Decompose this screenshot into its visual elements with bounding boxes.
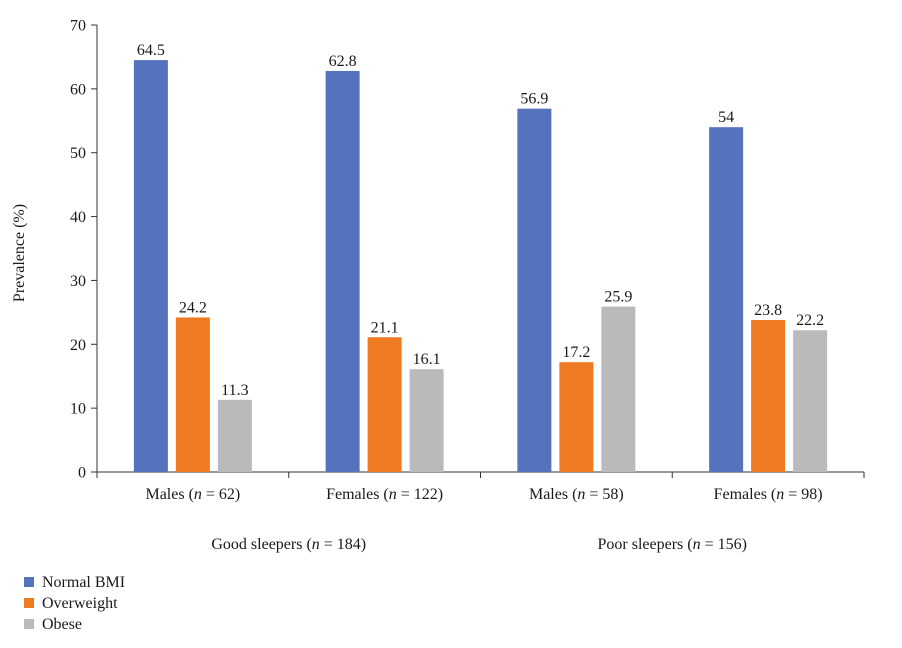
bar-overweight-2	[367, 337, 402, 472]
category-label-suffix: = 58)	[585, 486, 623, 503]
legend-label: Normal BMI	[42, 574, 125, 591]
category-label-suffix: = 62)	[202, 486, 240, 503]
group-label: Good sleepers (n = 184)	[211, 536, 366, 553]
bar-obese-4	[793, 330, 828, 472]
data-labels: 64.5 62.8 56.9 54 24.2 21.1 17.2 23.8 11.3 16.1 25…	[137, 42, 824, 399]
data-label: 24.2	[179, 299, 207, 316]
legend-label: Obese	[42, 616, 82, 633]
bar-overweight-3	[559, 362, 594, 472]
category-label-suffix: = 122)	[397, 486, 443, 503]
y-tick-label: 10	[70, 401, 86, 418]
category-label-suffix: = 98)	[784, 486, 822, 503]
group-label-suffix: = 184)	[320, 536, 366, 553]
group-label-prefix: Good sleepers (	[211, 536, 311, 553]
data-label: 56.9	[520, 91, 548, 108]
data-label: 16.1	[413, 351, 441, 368]
legend-swatch	[24, 577, 34, 587]
legend-label: Overweight	[42, 595, 118, 612]
bar-obese-1	[217, 399, 252, 472]
category-label-prefix: Males (	[529, 486, 577, 503]
bar-overweight-1	[175, 317, 210, 472]
y-tick-label: 30	[70, 273, 86, 290]
category-label-n: n	[389, 486, 397, 503]
category-label: Males (n = 58)	[529, 486, 624, 503]
legend-item: Normal BMI	[24, 574, 125, 591]
data-label: 64.5	[137, 42, 165, 59]
group-label-prefix: Poor sleepers (	[598, 536, 693, 553]
category-label-n: n	[577, 486, 585, 503]
legend-item: Overweight	[24, 595, 118, 612]
category-label: Females (n = 122)	[326, 486, 443, 503]
data-label: 54	[718, 109, 734, 126]
legend-item: Obese	[24, 616, 82, 633]
group-label-n: n	[693, 536, 701, 553]
category-label-prefix: Females (	[326, 486, 389, 503]
category-label-n: n	[776, 486, 784, 503]
x-axis	[96, 471, 865, 478]
legend-swatch	[24, 598, 34, 608]
y-tick-label: 50	[70, 145, 86, 162]
y-tick-label: 40	[70, 209, 86, 226]
group-label-suffix: = 156)	[701, 536, 747, 553]
data-label: 21.1	[371, 319, 399, 336]
group-label: Poor sleepers (n = 156)	[598, 536, 747, 553]
bar-obese-3	[601, 306, 636, 472]
y-tick-label: 0	[78, 465, 86, 482]
bar-normal-bmi-3	[517, 108, 552, 472]
data-label: 25.9	[604, 289, 632, 306]
group-label-n: n	[312, 536, 320, 553]
category-labels: Males (n = 62) Females (n = 122) Males (n …	[145, 486, 822, 503]
legend-swatch	[24, 619, 34, 629]
group-labels: Good sleepers (n = 184) Poor sleepers (n …	[211, 536, 747, 553]
y-tick-label: 60	[70, 81, 86, 98]
y-axis-title: Prevalence (%)	[11, 204, 28, 302]
bar-overweight-4	[751, 320, 786, 472]
category-label-prefix: Females (	[714, 486, 777, 503]
legend: Normal BMI Overweight Obese	[24, 574, 125, 633]
category-label: Females (n = 98)	[714, 486, 823, 503]
bars	[133, 60, 828, 473]
y-tick-label: 70	[70, 18, 86, 35]
category-label-n: n	[194, 486, 202, 503]
category-label-prefix: Males (	[145, 486, 193, 503]
bar-normal-bmi-4	[709, 127, 744, 473]
y-axis: 0 10 20 30 40 50 60 70	[70, 18, 98, 482]
data-label: 11.3	[221, 382, 248, 399]
y-tick-label: 20	[70, 337, 86, 354]
bar-obese-2	[409, 369, 444, 472]
data-label: 17.2	[562, 344, 590, 361]
bar-normal-bmi-1	[133, 60, 168, 472]
category-label: Males (n = 62)	[145, 486, 240, 503]
data-label: 23.8	[754, 302, 782, 319]
data-label: 22.2	[796, 312, 824, 329]
data-label: 62.8	[329, 53, 357, 70]
bar-normal-bmi-2	[325, 70, 360, 472]
